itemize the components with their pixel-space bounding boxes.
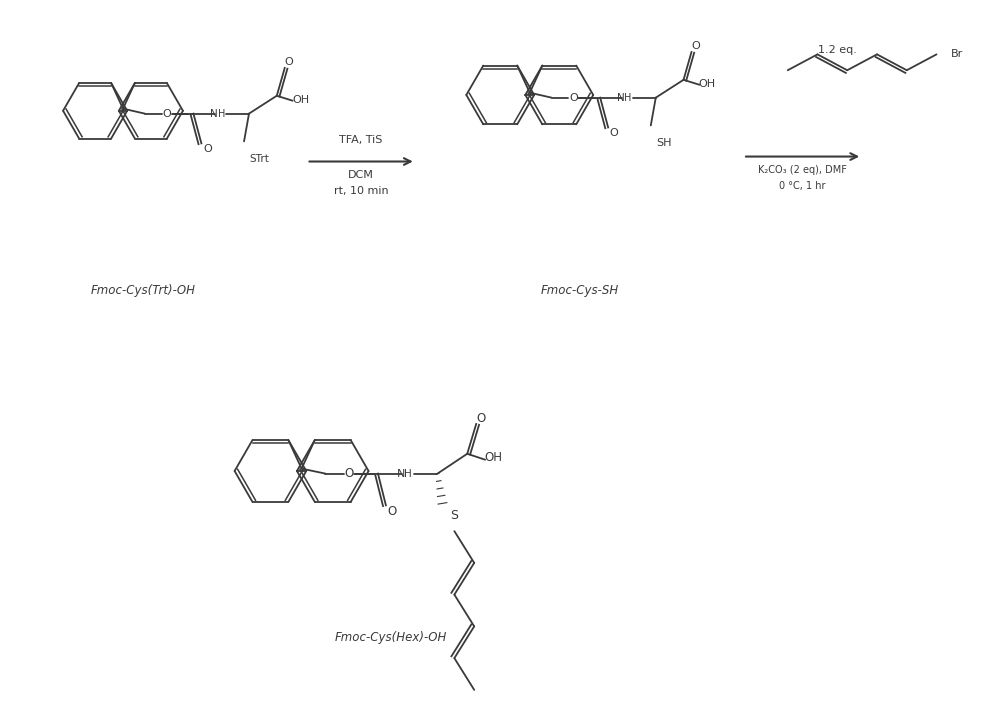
Text: Fmoc-Cys(Trt)-OH: Fmoc-Cys(Trt)-OH bbox=[90, 284, 195, 297]
Text: H: H bbox=[404, 469, 412, 479]
Text: O: O bbox=[284, 57, 293, 67]
Text: Fmoc-Cys(Hex)-OH: Fmoc-Cys(Hex)-OH bbox=[335, 631, 447, 644]
Text: O: O bbox=[477, 411, 486, 425]
Text: O: O bbox=[203, 144, 212, 155]
Text: Br: Br bbox=[950, 49, 963, 59]
Text: N: N bbox=[617, 93, 625, 103]
Text: STrt: STrt bbox=[249, 154, 269, 165]
Text: H: H bbox=[218, 108, 225, 119]
Text: OH: OH bbox=[699, 79, 716, 89]
Text: TFA, TiS: TFA, TiS bbox=[339, 135, 383, 145]
Text: O: O bbox=[345, 467, 354, 480]
Text: S: S bbox=[450, 509, 458, 522]
Text: OH: OH bbox=[484, 451, 502, 464]
Text: SH: SH bbox=[656, 138, 671, 148]
Text: O: O bbox=[162, 108, 171, 119]
Text: O: O bbox=[569, 93, 578, 103]
Text: rt, 10 min: rt, 10 min bbox=[334, 186, 388, 196]
Text: O: O bbox=[691, 41, 700, 51]
Text: H: H bbox=[624, 93, 632, 103]
Text: O: O bbox=[610, 129, 618, 138]
Text: 1.2 eq.: 1.2 eq. bbox=[818, 46, 857, 56]
Text: Fmoc-Cys-SH: Fmoc-Cys-SH bbox=[540, 284, 618, 297]
Text: N: N bbox=[210, 108, 218, 119]
Text: N: N bbox=[397, 469, 405, 479]
Text: DCM: DCM bbox=[348, 170, 374, 181]
Text: OH: OH bbox=[292, 95, 309, 105]
Text: K₂CO₃ (2 eq), DMF: K₂CO₃ (2 eq), DMF bbox=[758, 165, 847, 176]
Text: 0 °C, 1 hr: 0 °C, 1 hr bbox=[779, 181, 826, 191]
Text: O: O bbox=[387, 505, 396, 518]
